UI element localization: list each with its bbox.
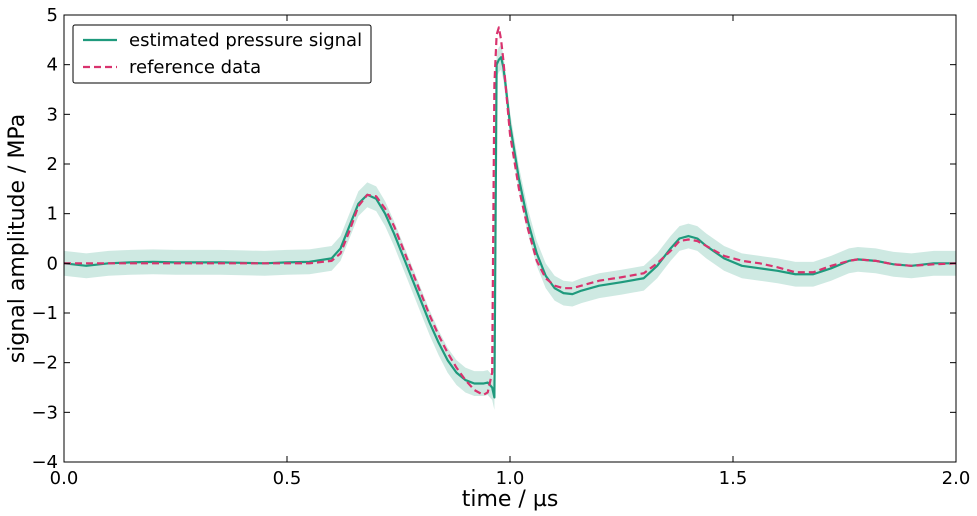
legend-label-reference: reference data <box>129 57 261 78</box>
legend-label-estimated: estimated pressure signal <box>129 30 362 51</box>
x-tick-label: 1.5 <box>719 468 748 489</box>
x-tick-label: 0.5 <box>273 468 302 489</box>
axis-ticks: 0.0 0.5 1.0 1.5 2.0 −4 −3 −2 −1 0 1 2 3 4 5 <box>31 5 970 489</box>
y-tick-label: −4 <box>31 452 58 473</box>
y-tick-label: 3 <box>47 104 58 125</box>
y-tick-label: 2 <box>47 154 58 175</box>
series-line-reference <box>64 26 957 397</box>
y-tick-label: 5 <box>47 5 58 26</box>
y-tick-label: 4 <box>47 55 58 76</box>
legend: estimated pressure signal reference data <box>72 24 372 84</box>
x-tick-label: 2.0 <box>942 468 971 489</box>
legend-box <box>72 24 372 84</box>
x-tick-label: 0.0 <box>50 468 79 489</box>
x-tick-label: 1.0 <box>496 468 525 489</box>
y-axis-label: signal amplitude / MPa <box>5 114 30 363</box>
y-tick-label: −3 <box>31 402 58 423</box>
y-tick-label: 1 <box>47 204 58 225</box>
y-tick-label: 0 <box>47 253 58 274</box>
y-tick-label: −1 <box>31 303 58 324</box>
y-tick-label: −2 <box>31 353 58 374</box>
series-lines-layer <box>63 26 957 399</box>
series-line-estimated <box>63 56 956 399</box>
x-axis-label: time / µs <box>462 487 559 512</box>
